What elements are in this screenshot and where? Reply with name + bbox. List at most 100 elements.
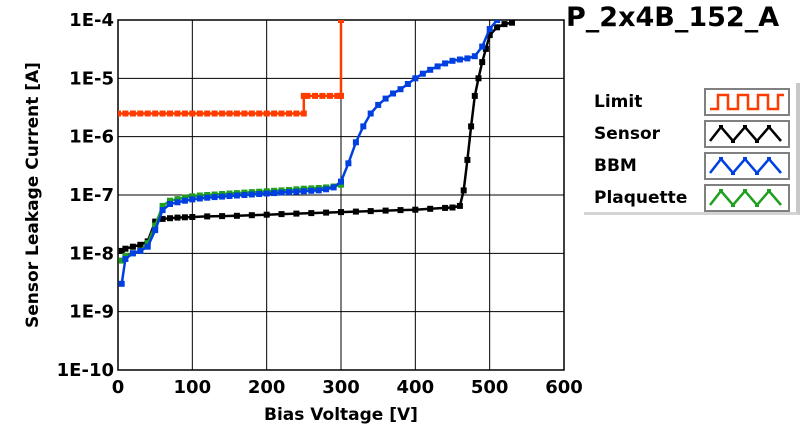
legend-pattern-sensor <box>709 125 782 143</box>
legend-item-bbm[interactable]: BBM <box>594 151 800 181</box>
data-point-plaquette <box>167 197 173 204</box>
data-point-sensor <box>248 212 255 219</box>
legend-label-limit: Limit <box>594 92 643 112</box>
data-point-limit <box>129 110 136 117</box>
data-point-bbm <box>159 207 166 214</box>
data-point-sensor <box>293 210 300 217</box>
x-tick-label: 300 <box>322 377 360 398</box>
data-point-sensor <box>456 202 463 209</box>
data-point-sensor <box>509 20 515 26</box>
legend-swatch-bbm <box>704 152 790 180</box>
legend-pattern-plaquette <box>709 189 782 207</box>
data-point-limit <box>241 110 248 117</box>
data-point-bbm <box>204 194 211 201</box>
data-point-bbm <box>300 188 307 195</box>
data-point-bbm <box>397 86 404 93</box>
data-point-bbm <box>456 56 463 63</box>
data-point-bbm <box>375 101 382 108</box>
data-point-limit <box>248 110 255 117</box>
data-point-limit <box>304 92 311 99</box>
x-tick-label: 200 <box>248 377 286 398</box>
data-point-limit <box>286 110 292 117</box>
data-point-bbm <box>479 43 486 50</box>
data-point-limit <box>300 110 307 117</box>
data-point-limit <box>319 92 326 99</box>
y-tick-label: 1E-8 <box>69 243 114 264</box>
data-point-sensor <box>382 207 389 214</box>
legend-item-limit[interactable]: Limit <box>594 87 800 117</box>
data-point-bbm <box>278 189 285 196</box>
legend-pattern-bbm <box>709 157 782 175</box>
data-point-sensor <box>486 32 493 39</box>
data-point-limit <box>263 110 270 117</box>
data-point-sensor <box>122 245 129 252</box>
data-point-sensor <box>263 211 270 218</box>
data-point-bbm <box>152 227 159 234</box>
data-point-sensor <box>323 209 330 216</box>
data-point-sensor <box>233 212 240 219</box>
data-point-plaquette <box>174 196 181 203</box>
data-point-plaquette <box>152 222 159 229</box>
data-point-sensor <box>308 210 315 217</box>
data-point-bbm <box>263 190 270 197</box>
data-point-bbm <box>464 55 471 62</box>
data-point-limit <box>219 110 226 117</box>
data-point-bbm <box>248 191 255 198</box>
data-point-sensor <box>449 204 456 211</box>
x-tick-label: 500 <box>471 377 509 398</box>
data-point-limit <box>118 110 121 117</box>
legend-pattern-limit <box>710 93 784 111</box>
data-point-limit <box>338 92 344 99</box>
x-tick-label: 600 <box>545 377 583 398</box>
series-limit <box>118 20 344 117</box>
legend-swatch-plaquette <box>704 184 790 212</box>
data-point-bbm <box>219 193 226 200</box>
y-tick-label: 1E-7 <box>69 185 114 206</box>
data-point-sensor <box>137 241 144 248</box>
data-point-bbm <box>241 192 248 198</box>
data-point-bbm <box>367 110 374 117</box>
data-point-bbm <box>129 250 136 257</box>
y-tick-label: 1E-9 <box>69 302 114 323</box>
data-point-bbm <box>345 160 352 167</box>
data-point-bbm <box>412 75 419 82</box>
data-point-bbm <box>486 26 493 32</box>
data-point-limit <box>152 110 159 117</box>
data-point-bbm <box>196 195 203 202</box>
legend-item-plaquette[interactable]: Plaquette <box>594 183 800 213</box>
x-tick-label: 400 <box>397 377 435 398</box>
data-point-limit <box>189 110 196 117</box>
chart-title: P_2x4B_152_A <box>566 2 780 33</box>
data-point-limit <box>256 110 263 117</box>
data-point-sensor <box>397 207 404 214</box>
data-point-bbm <box>118 280 125 287</box>
data-point-bbm <box>382 95 389 102</box>
data-point-bbm <box>233 192 240 199</box>
series-line-bbm <box>120 20 499 284</box>
data-point-sensor <box>427 205 434 212</box>
data-point-sensor <box>460 187 467 194</box>
legend-label-plaquette: Plaquette <box>594 188 688 208</box>
data-point-bbm <box>293 188 300 195</box>
data-point-bbm <box>323 186 330 193</box>
legend-item-sensor[interactable]: Sensor <box>594 119 800 149</box>
data-point-limit <box>271 110 278 117</box>
data-point-sensor <box>464 156 471 163</box>
y-tick-label: 1E-10 <box>57 360 114 381</box>
data-point-limit <box>204 110 211 117</box>
data-point-limit <box>293 110 300 117</box>
data-point-limit <box>278 110 285 117</box>
data-point-bbm <box>471 53 478 60</box>
data-point-plaquette <box>159 202 166 209</box>
data-point-sensor <box>352 208 359 215</box>
data-point-sensor <box>482 45 489 52</box>
data-point-limit <box>196 110 203 117</box>
data-point-bbm <box>434 63 441 70</box>
data-point-bbm <box>137 247 144 254</box>
data-point-sensor <box>181 214 188 221</box>
data-point-bbm <box>174 199 181 206</box>
data-point-bbm <box>315 187 322 194</box>
data-point-bbm <box>338 178 344 185</box>
data-point-limit <box>159 110 166 117</box>
